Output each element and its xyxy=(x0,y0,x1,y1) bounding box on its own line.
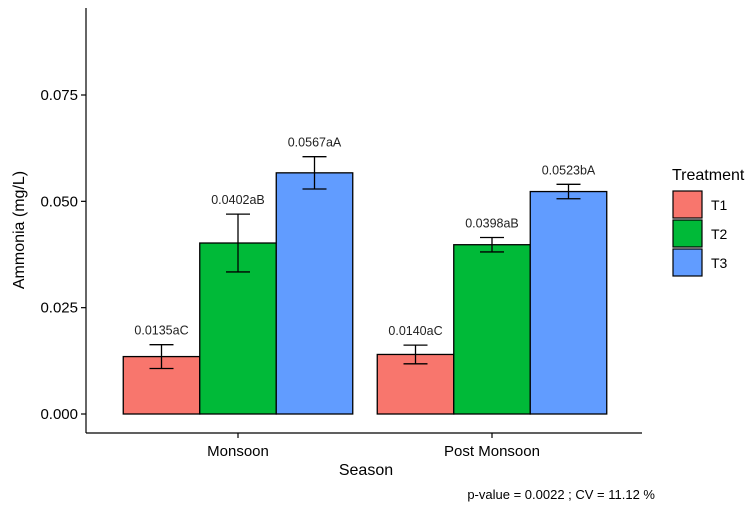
legend-swatch xyxy=(672,190,703,219)
error-bar xyxy=(149,344,174,370)
legend-swatch xyxy=(672,248,703,277)
legend-item-t3: T3 xyxy=(672,248,728,277)
data-label: 0.0140aC xyxy=(388,324,442,338)
error-bar xyxy=(226,213,250,273)
legend-swatch xyxy=(672,219,703,248)
bar-t3 xyxy=(529,190,608,415)
y-tick-label: 0.000 xyxy=(40,406,78,423)
legend-item-t2: T2 xyxy=(672,219,728,248)
data-label: 0.0135aC xyxy=(134,324,188,338)
x-tick-label: Post Monsoon xyxy=(444,443,540,460)
legend-label: T3 xyxy=(711,255,728,271)
data-label: 0.0523bA xyxy=(542,163,596,177)
error-bar xyxy=(403,344,428,365)
y-ticks: 0.000 0.025 0.050 0.075 xyxy=(40,87,86,423)
error-bars xyxy=(149,156,581,370)
y-tick-label: 0.050 xyxy=(40,193,78,210)
bar-t2 xyxy=(453,244,531,415)
legend-title: Treatment xyxy=(672,167,745,184)
x-axis-title: Season xyxy=(339,462,393,479)
data-label: 0.0398aB xyxy=(465,216,519,230)
x-tick-label: Monsoon xyxy=(207,443,269,460)
bar-t3 xyxy=(275,172,354,415)
y-tick-label: 0.075 xyxy=(40,87,78,104)
data-label: 0.0567aA xyxy=(288,136,342,150)
data-label: 0.0402aB xyxy=(211,193,265,207)
axes xyxy=(85,8,642,434)
bar-labels: 0.0135aC 0.0402aB 0.0567aA 0.0140aC 0.0398aB… xyxy=(134,136,596,338)
legend-item-t1: T1 xyxy=(672,190,728,219)
error-bar xyxy=(302,156,327,190)
legend-label: T2 xyxy=(711,226,728,242)
y-axis-title: Ammonia (mg/L) xyxy=(11,171,28,289)
y-tick-label: 0.025 xyxy=(40,300,78,317)
legend: Treatment T1 T2 T3 xyxy=(672,167,745,277)
bars xyxy=(122,172,608,415)
x-ticks: Monsoon Post Monsoon xyxy=(207,433,540,460)
legend-label: T1 xyxy=(711,197,728,213)
legend-items: T1 T2 T3 xyxy=(672,190,728,277)
error-bar xyxy=(480,236,504,253)
caption: p-value = 0.0022 ; CV = 11.12 % xyxy=(467,487,655,502)
error-bar xyxy=(556,183,581,200)
